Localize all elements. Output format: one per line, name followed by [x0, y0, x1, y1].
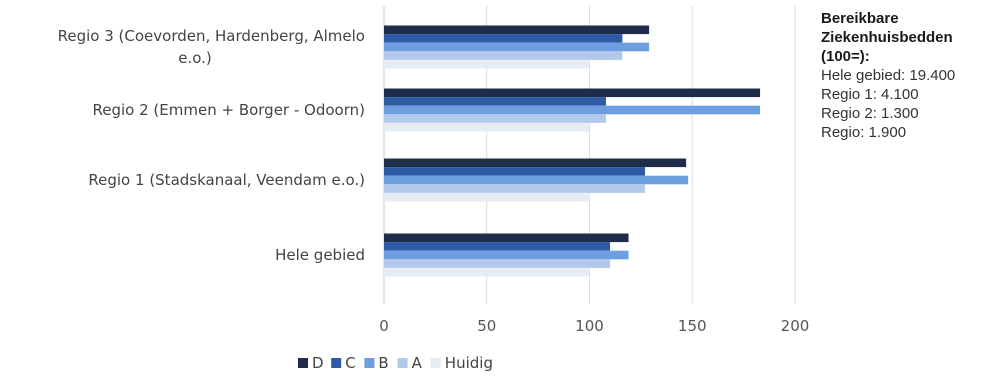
side-note-line: Regio 2: 1.300 [821, 105, 919, 122]
side-note: Bereikbare Ziekenhuisbedden (100=): Hele… [821, 9, 991, 142]
legend-swatch [331, 358, 342, 368]
side-note-title: Bereikbare Ziekenhuisbedden (100=): [821, 10, 953, 65]
bar-d [384, 158, 687, 168]
bar-b [384, 250, 629, 260]
legend-swatch [430, 358, 441, 368]
bar-huidig [384, 267, 590, 277]
legend-label: C [345, 354, 355, 372]
bar-b [384, 42, 650, 52]
bar-b [384, 105, 761, 115]
x-tick-label: 150 [678, 317, 707, 335]
bar-a [384, 114, 606, 123]
bar-a [384, 51, 623, 60]
category-label: Regio 1 (Stadskanaal, Veendam e.o.) [88, 171, 365, 189]
legend-label: Huidig [445, 354, 493, 372]
legend-label: B [378, 354, 388, 372]
bar-huidig [384, 122, 590, 132]
bar-d [384, 25, 650, 35]
x-tick-label: 200 [781, 317, 810, 335]
bar-a [384, 184, 645, 193]
x-tick-label: 100 [575, 317, 604, 335]
category-label: Hele gebied [275, 246, 365, 264]
bar-chart: Regio 3 (Coevorden, Hardenberg, Almelo e.… [58, 6, 809, 372]
legend-label: D [312, 354, 324, 372]
bar-d [384, 88, 761, 98]
category-label: Regio 3 (Coevorden, Hardenberg, Almelo [58, 27, 365, 45]
bar-c [384, 242, 611, 251]
bar-huidig [384, 59, 590, 69]
bar-huidig [384, 192, 590, 202]
bar-c [384, 97, 606, 106]
side-note-line: Hele gebied: 19.400 [821, 67, 956, 84]
bar-b [384, 175, 689, 185]
x-tick-label: 50 [477, 317, 496, 335]
side-note-line: Regio: 1.900 [821, 124, 907, 141]
category-label: e.o.) [178, 49, 212, 67]
bars [384, 25, 761, 277]
category-label: Regio 2 (Emmen + Borger - Odoorn) [93, 101, 366, 119]
legend-swatch [397, 358, 408, 368]
bar-c [384, 34, 623, 43]
side-note-line: Regio 1: 4.100 [821, 86, 919, 103]
bar-c [384, 167, 645, 176]
category-labels: Regio 3 (Coevorden, Hardenberg, Almelo e.… [58, 27, 365, 264]
x-tick-labels: 0 50 100 150 200 [379, 317, 809, 335]
legend-swatch [364, 358, 375, 368]
bar-a [384, 259, 611, 268]
bar-d [384, 233, 629, 243]
legend-swatch [298, 358, 308, 368]
x-tick-label: 0 [379, 317, 389, 335]
legend-label: A [412, 354, 423, 372]
legend: D C B A Huidig [298, 354, 493, 372]
